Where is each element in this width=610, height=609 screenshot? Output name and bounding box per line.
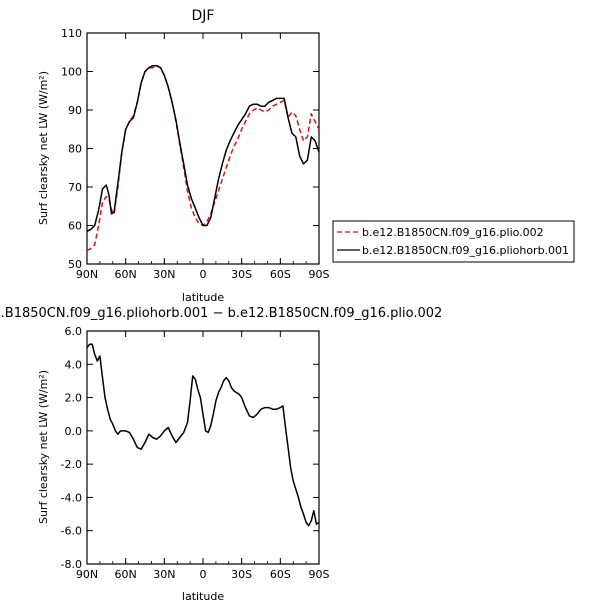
top-y-tick-label: 90 (68, 104, 82, 117)
bottom-x-tick-label: 60N (115, 568, 137, 581)
bottom-y-tick-label: 6.0 (65, 325, 83, 338)
bottom-x-tick-label: 90S (309, 568, 330, 581)
bottom-x-tick-label: 90N (76, 568, 98, 581)
legend-label-plio: b.e12.B1850CN.f09_g16.plio.002 (362, 226, 544, 239)
top-y-tick-label: 80 (68, 143, 82, 156)
top-y-tick-label: 110 (61, 27, 82, 40)
top-axis-ticks: 90N 60N 30N 0 30S 60S 90S 50 60 70 80 90 100 110 (61, 27, 330, 281)
bottom-x-tick-label: 30N (153, 568, 175, 581)
legend: b.e12.B1850CN.f09_g16.plio.002 b.e12.B18… (332, 220, 575, 263)
top-panel: DJF 90N 60N 30N 0 30S 60S 90S5060708090100110 … (37, 8, 330, 304)
top-y-tick-label: 100 (61, 66, 82, 79)
bottom-y-axis-label: Surf clearsky net LW (W/m²) (37, 370, 50, 524)
bottom-series-line-0 (86, 343, 320, 527)
bottom-x-tick-label: 60S (270, 568, 291, 581)
top-y-tick-label: 50 (68, 258, 82, 271)
top-x-axis-label: latitude (182, 291, 224, 304)
top-x-tick-label: 30N (153, 268, 175, 281)
bottom-x-axis-label: latitude (182, 590, 224, 603)
top-x-tick-label: 90S (309, 268, 330, 281)
top-series-lines (86, 64, 320, 252)
top-series-line-1 (86, 64, 320, 232)
bottom-y-tick-label: 0.0 (65, 425, 83, 438)
bottom-y-tick-label: -6.0 (61, 525, 82, 538)
bottom-y-tick-label: -8.0 (61, 558, 82, 571)
bottom-series-lines (86, 343, 320, 527)
bottom-x-tick-label: 0 (200, 568, 207, 581)
top-x-tick-label: 60N (115, 268, 137, 281)
bottom-y-tick-label: 2.0 (65, 392, 83, 405)
top-x-tick-label: 90N (76, 268, 98, 281)
top-y-tick-label: 60 (68, 220, 82, 233)
top-chart-title: DJF (192, 8, 215, 24)
legend-box (332, 220, 575, 263)
bottom-y-tick-label: 4.0 (65, 358, 83, 371)
bottom-y-tick-label: -4.0 (61, 491, 82, 504)
top-x-tick-label: 30S (231, 268, 252, 281)
top-y-axis-label: Surf clearsky net LW (W/m²) (37, 71, 50, 225)
bottom-axis-ticks: 90N 60N 30N 0 30S 60S 90S -8.0 -6.0 -4.0 -2.0 0.0 2.… (61, 325, 330, 581)
bottom-plot-frame (86, 330, 320, 565)
top-x-tick-label: 60S (270, 268, 291, 281)
bottom-x-tick-label: 30S (231, 568, 252, 581)
top-y-tick-label: 70 (68, 181, 82, 194)
top-x-tick-label: 0 (200, 268, 207, 281)
bottom-chart-title: b.e12.B1850CN.f09_g16.pliohorb.001 − b.e… (0, 306, 442, 321)
legend-label-pliohorb: b.e12.B1850CN.f09_g16.pliohorb.001 (362, 244, 569, 257)
bottom-y-tick-label: -2.0 (61, 458, 82, 471)
bottom-panel: b.e12.B1850CN.f09_g16.pliohorb.001 − b.e… (0, 306, 442, 603)
